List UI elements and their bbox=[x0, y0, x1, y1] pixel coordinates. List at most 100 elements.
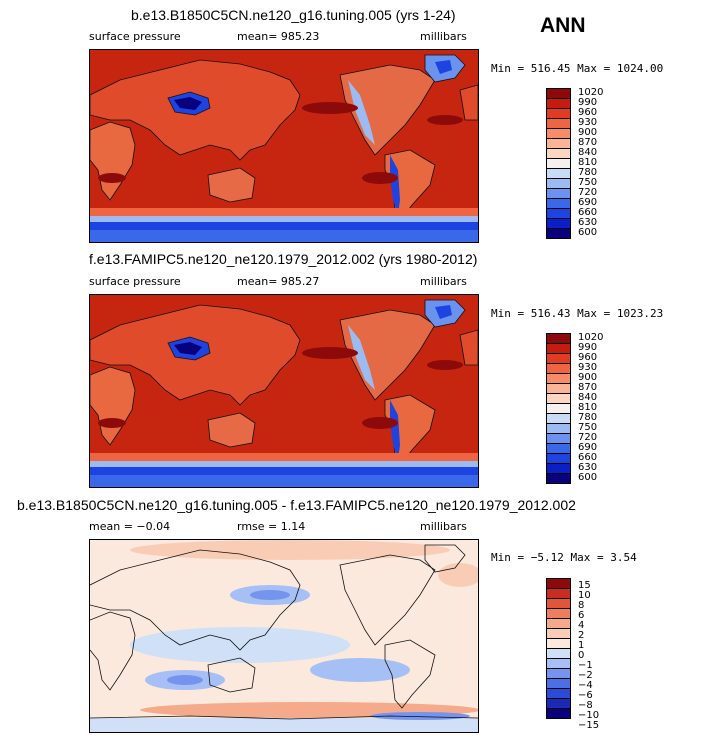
southern-ocean bbox=[90, 453, 478, 461]
high-atlantic bbox=[427, 115, 463, 125]
antarctic-coast bbox=[90, 216, 478, 222]
antarctic-interior bbox=[90, 475, 478, 487]
andes bbox=[390, 155, 400, 215]
colorbar-label: 600 bbox=[578, 472, 598, 483]
colorbar-label: 1 bbox=[578, 640, 585, 651]
map-svg bbox=[90, 54, 478, 242]
colorbar-label: 600 bbox=[578, 227, 598, 238]
colorbar-label: 810 bbox=[578, 157, 598, 168]
colorbar-label: −1 bbox=[578, 660, 593, 671]
rmse-label: rmse = 1.14 bbox=[237, 520, 305, 533]
diff-pos-europe bbox=[438, 563, 478, 587]
high-south-pacific bbox=[362, 172, 398, 184]
colorbar-label: 660 bbox=[578, 207, 598, 218]
high-south-indian bbox=[98, 173, 126, 183]
units-label: millibars bbox=[420, 275, 467, 288]
rockies bbox=[348, 80, 375, 145]
colorbar-label: 930 bbox=[578, 117, 598, 128]
coast-south-america bbox=[384, 639, 436, 709]
colorbar-label: 990 bbox=[578, 342, 598, 353]
antarctic-coast bbox=[90, 461, 478, 467]
colorbar-label: −10 bbox=[578, 710, 600, 721]
colorbar-label: 720 bbox=[578, 432, 598, 443]
coast-eurasia bbox=[90, 549, 301, 651]
diff-mean-label: mean = −0.04 bbox=[89, 520, 170, 533]
map-svg bbox=[90, 540, 478, 732]
high-south-pacific bbox=[362, 417, 398, 429]
colorbar-label: 690 bbox=[578, 442, 598, 453]
coast-north-america bbox=[339, 554, 436, 646]
land-australia bbox=[207, 167, 256, 203]
units-label: millibars bbox=[420, 520, 467, 533]
land-africa bbox=[90, 121, 136, 201]
units-label: millibars bbox=[420, 30, 467, 43]
colorbar-label: −6 bbox=[578, 690, 593, 701]
colorbar-label: 990 bbox=[578, 97, 598, 108]
colorbar-label: −2 bbox=[578, 670, 593, 681]
land-north-america bbox=[339, 309, 436, 401]
colorbar-label: 660 bbox=[578, 452, 598, 463]
rockies bbox=[348, 325, 375, 390]
colorbar-label: −4 bbox=[578, 680, 593, 691]
panel-title: b.e13.B1850C5CN.ne120_g16.tuning.005 (yr… bbox=[131, 7, 456, 23]
colorbar-label: 900 bbox=[578, 372, 598, 383]
diff-neg-south-pacific bbox=[310, 658, 410, 682]
colorbar-label: 15 bbox=[578, 580, 591, 591]
land-europe-east bbox=[459, 329, 478, 366]
diff-mean-value: −0.04 bbox=[136, 520, 171, 533]
coast-africa bbox=[90, 611, 136, 691]
high-pacific bbox=[302, 102, 358, 114]
mean-key: mean= bbox=[237, 275, 278, 288]
variable-label: surface pressure bbox=[89, 30, 181, 43]
map-svg bbox=[90, 299, 478, 487]
colorbar-label: 960 bbox=[578, 352, 598, 363]
variable-label: surface pressure bbox=[89, 275, 181, 288]
colorbar-label: 1020 bbox=[578, 332, 604, 343]
antarctic-interior bbox=[90, 230, 478, 242]
land-africa bbox=[90, 366, 136, 446]
colorbar-label: 840 bbox=[578, 147, 598, 158]
tibet-core bbox=[174, 342, 202, 355]
colorbar-label: 10 bbox=[578, 590, 591, 601]
tibet-core bbox=[174, 97, 202, 110]
minmax-label: Min = 516.45 Max = 1024.00 bbox=[491, 62, 664, 75]
colorbar-label: 900 bbox=[578, 127, 598, 138]
high-pacific bbox=[302, 347, 358, 359]
land-australia bbox=[207, 412, 256, 448]
colorbar-label: 930 bbox=[578, 362, 598, 373]
colorbar-swatch bbox=[546, 708, 571, 719]
greenland-core bbox=[435, 305, 452, 319]
colorbar-label: 2 bbox=[578, 630, 585, 641]
diff-neg-north-pacific-core bbox=[250, 590, 290, 600]
rmse-key: rmse = bbox=[237, 520, 278, 533]
mean-value: 985.23 bbox=[280, 30, 320, 43]
colorbar-label: −15 bbox=[578, 720, 600, 731]
colorbar-label: 630 bbox=[578, 217, 598, 228]
colorbar-label: 630 bbox=[578, 462, 598, 473]
colorbar-end bbox=[546, 238, 571, 239]
mean-value: 985.27 bbox=[280, 275, 320, 288]
high-atlantic bbox=[427, 360, 463, 370]
colorbar-label: 780 bbox=[578, 167, 598, 178]
mean-key: mean= bbox=[237, 30, 278, 43]
colorbar-label: 750 bbox=[578, 422, 598, 433]
mean-label: mean= 985.23 bbox=[237, 30, 319, 43]
colorbar-label: 4 bbox=[578, 620, 585, 631]
difference-map bbox=[89, 539, 479, 733]
diff-antarctica bbox=[90, 718, 478, 732]
surface-pressure-map bbox=[89, 294, 479, 488]
panel-title: b.e13.B1850C5CN.ne120_g16.tuning.005 - f… bbox=[17, 497, 576, 513]
coast-antarctica bbox=[90, 715, 478, 720]
diff-neg-tropics bbox=[130, 627, 350, 663]
colorbar-label: 780 bbox=[578, 412, 598, 423]
minmax-label: Min = −5.12 Max = 3.54 bbox=[491, 551, 637, 564]
colorbar-label: 1020 bbox=[578, 87, 604, 98]
diff-neg-antarctic bbox=[370, 712, 470, 720]
greenland-core bbox=[435, 60, 452, 74]
southern-ocean bbox=[90, 208, 478, 216]
coast-greenland bbox=[424, 544, 466, 573]
high-south-indian bbox=[98, 418, 126, 428]
season-label: ANN bbox=[540, 14, 586, 37]
colorbar-label: 960 bbox=[578, 107, 598, 118]
land-north-america bbox=[339, 64, 436, 156]
